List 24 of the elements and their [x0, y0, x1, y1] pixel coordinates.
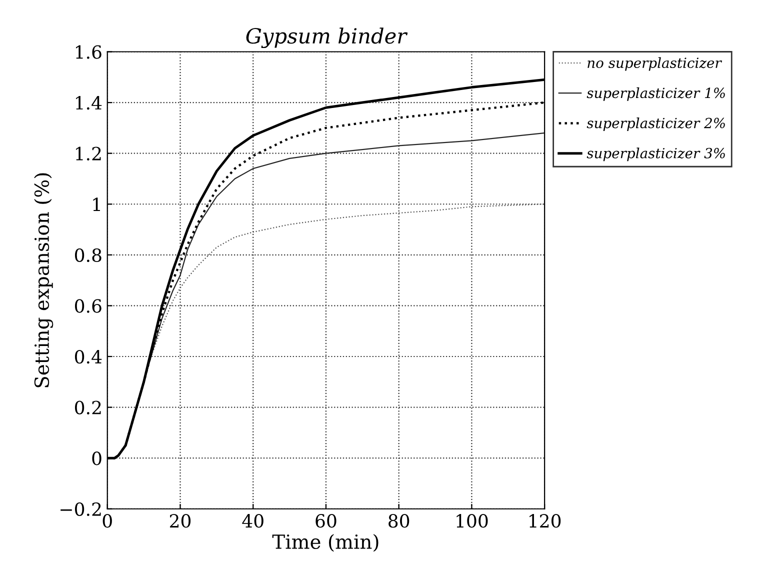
y-tick-label: 1.2 [76, 146, 101, 160]
y-tick-label: 0.2 [74, 400, 101, 414]
x-tick-label: 100 [456, 514, 488, 528]
legend-label: superplasticizer 2% [586, 118, 725, 131]
y-tick-label: 0.6 [74, 299, 102, 313]
x-tick-label: 20 [170, 514, 191, 528]
chart-title: Gypsum binder [246, 28, 408, 48]
y-tick-label: 0.8 [74, 248, 102, 262]
x-tick-label: 80 [388, 514, 410, 528]
x-axis-title: Time (min) [272, 534, 378, 552]
y-tick-label: 0 [92, 452, 102, 466]
y-tick-label: 1 [93, 198, 100, 211]
x-tick-label: 0 [102, 514, 112, 528]
y-tick-label: −0.2 [60, 502, 101, 516]
x-tick-label: 60 [316, 514, 336, 528]
legend-label: superplasticizer 1% [586, 87, 725, 101]
y-axis-title: Setting expansion (%) [34, 173, 54, 388]
x-tick-label: 40 [242, 514, 264, 528]
legend-label: superplasticizer 3% [586, 148, 725, 162]
y-tick-label: 0.4 [74, 350, 102, 364]
legend-label: no superplasticizer [588, 57, 722, 71]
y-tick-label: 1.4 [76, 96, 102, 110]
y-tick-label: 1.6 [76, 45, 102, 59]
x-tick-label: 120 [530, 514, 561, 528]
